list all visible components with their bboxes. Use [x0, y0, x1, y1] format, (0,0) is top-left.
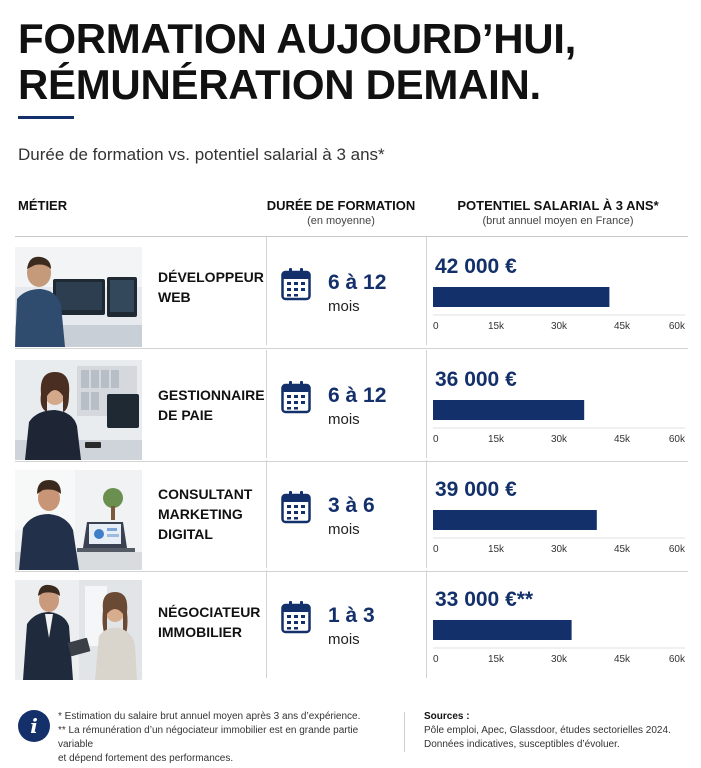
row-divider: [15, 571, 688, 572]
axis-tick-label: 0: [433, 321, 439, 332]
job-title-line: WEB: [158, 289, 191, 305]
footnote-2: ** La rémunération d’un négociateur immo…: [58, 725, 359, 750]
job-photo-developpeur: [15, 247, 142, 347]
table-row: GESTIONNAIRE DE PAIE 6 à 12 mois 36 000 …: [15, 350, 688, 462]
axis-tick-label: 15k: [488, 654, 505, 665]
axis-tick-label: 30k: [551, 654, 568, 665]
footnote-2-continued: et dépend fortement des performances.: [58, 753, 234, 764]
job-title: CONSULTANT MARKETING DIGITAL: [158, 484, 252, 544]
axis-tick-label: 30k: [551, 434, 568, 445]
subtitle: Durée de formation vs. potentiel salaria…: [18, 145, 385, 164]
axis-tick-label: 15k: [488, 434, 505, 445]
job-title-line: DE PAIE: [158, 407, 213, 423]
column-divider: [426, 350, 427, 458]
column-divider: [266, 237, 267, 345]
job-title-line: NÉGOCIATEUR: [158, 604, 261, 620]
salary-bar: [433, 620, 572, 640]
duration-value: 6 à 12: [328, 384, 387, 407]
info-icon: i: [18, 710, 50, 742]
column-header-metier: MÉTIER: [18, 198, 68, 213]
axis-tick-label: 15k: [488, 321, 505, 332]
header-divider: [15, 236, 688, 237]
page-title: FORMATION AUJOURD’HUI, RÉMUNÉRATION DEMA…: [18, 16, 688, 108]
salary-bar: [433, 510, 597, 530]
column-header-duree-sub: (en moyenne): [307, 215, 375, 227]
duration-value: 3 à 6: [328, 494, 375, 517]
table-row: NÉGOCIATEUR IMMOBILIER 1 à 3 mois 33 000…: [15, 570, 688, 680]
column-divider: [266, 460, 267, 568]
salary-label: 42 000 €: [435, 255, 517, 278]
column-divider: [426, 460, 427, 568]
sources-line-2: Données indicatives, susceptibles d’évol…: [424, 739, 620, 750]
salary-bar-chart: 0 15k 30k 45k 60k: [433, 510, 686, 555]
salary-label: 33 000 €**: [435, 588, 534, 611]
salary-bar-chart: 0 15k 30k 45k 60k: [433, 620, 686, 665]
duration-unit: mois: [328, 631, 360, 648]
axis-tick-label: 60k: [669, 321, 686, 332]
axis-tick-label: 30k: [551, 321, 568, 332]
axis-tick-label: 0: [433, 434, 439, 445]
column-divider: [426, 570, 427, 678]
job-title-line: CONSULTANT: [158, 486, 253, 502]
salary-bar: [433, 400, 585, 420]
footer-divider: [404, 712, 405, 752]
table-row: CONSULTANT MARKETING DIGITAL 3 à 6 mois …: [15, 460, 688, 572]
calendar-icon: [281, 268, 311, 301]
job-title-line: GESTIONNAIRE: [158, 387, 265, 403]
column-divider: [266, 350, 267, 458]
title-line-1: FORMATION AUJOURD’HUI,: [18, 15, 577, 62]
calendar-icon: [281, 491, 311, 524]
axis-tick-label: 30k: [551, 544, 568, 555]
axis-tick-label: 45k: [614, 321, 631, 332]
calendar-icon: [281, 601, 311, 634]
calendar-icon: [281, 381, 311, 414]
job-title-line: DIGITAL: [158, 526, 213, 542]
sources: Sources : Pôle emploi, Apec, Glassdoor, …: [424, 710, 694, 752]
axis-tick-label: 0: [433, 654, 439, 665]
job-photo-consultant: [15, 470, 142, 570]
salary-bar-chart: 0 15k 30k 45k 60k: [433, 287, 686, 332]
footnotes: * Estimation du salaire brut annuel moye…: [58, 710, 388, 766]
column-header-salaire-sub: (brut annuel moyen en France): [482, 215, 634, 227]
salary-label: 36 000 €: [435, 368, 517, 391]
column-header-salaire: POTENTIEL SALARIAL À 3 ANS* (brut annuel…: [428, 198, 688, 227]
duration-value: 6 à 12: [328, 271, 387, 294]
job-photo-negociateur: [15, 580, 142, 680]
footnote-1: * Estimation du salaire brut annuel moye…: [58, 711, 361, 722]
duration-value: 1 à 3: [328, 604, 375, 627]
salary-bar: [433, 287, 610, 307]
job-title: NÉGOCIATEUR IMMOBILIER: [158, 602, 260, 642]
table-row: DÉVELOPPEUR WEB 6 à 12 mois 42 000 € 0 15…: [15, 237, 688, 349]
axis-tick-label: 15k: [488, 544, 505, 555]
job-title-line: DÉVELOPPEUR: [158, 269, 264, 285]
duration-unit: mois: [328, 298, 360, 315]
sources-line-1: Pôle emploi, Apec, Glassdoor, études sec…: [424, 725, 671, 736]
column-header-duree-label: DURÉE DE FORMATION: [266, 198, 416, 213]
axis-tick-label: 60k: [669, 654, 686, 665]
axis-tick-label: 0: [433, 544, 439, 555]
job-photo-gestionnaire: [15, 360, 142, 460]
salary-label: 39 000 €: [435, 478, 517, 501]
salary-bar-chart: 0 15k 30k 45k 60k: [433, 400, 686, 445]
axis-tick-label: 60k: [669, 434, 686, 445]
job-title: DÉVELOPPEUR WEB: [158, 267, 264, 307]
title-underline: [18, 116, 74, 119]
row-divider: [15, 348, 688, 349]
axis-tick-label: 45k: [614, 544, 631, 555]
column-header-salaire-label: POTENTIEL SALARIAL À 3 ANS*: [457, 198, 659, 213]
duration-unit: mois: [328, 411, 360, 428]
column-divider: [266, 570, 267, 678]
axis-tick-label: 60k: [669, 544, 686, 555]
axis-tick-label: 45k: [614, 654, 631, 665]
duration-unit: mois: [328, 521, 360, 538]
column-header-duree: DURÉE DE FORMATION (en moyenne): [266, 198, 416, 227]
row-divider: [15, 461, 688, 462]
job-title-line: MARKETING: [158, 506, 243, 522]
title-line-2: RÉMUNÉRATION DEMAIN.: [18, 61, 541, 108]
sources-title: Sources :: [424, 711, 470, 722]
job-title: GESTIONNAIRE DE PAIE: [158, 385, 265, 425]
job-title-line: IMMOBILIER: [158, 624, 242, 640]
column-divider: [426, 237, 427, 345]
axis-tick-label: 45k: [614, 434, 631, 445]
